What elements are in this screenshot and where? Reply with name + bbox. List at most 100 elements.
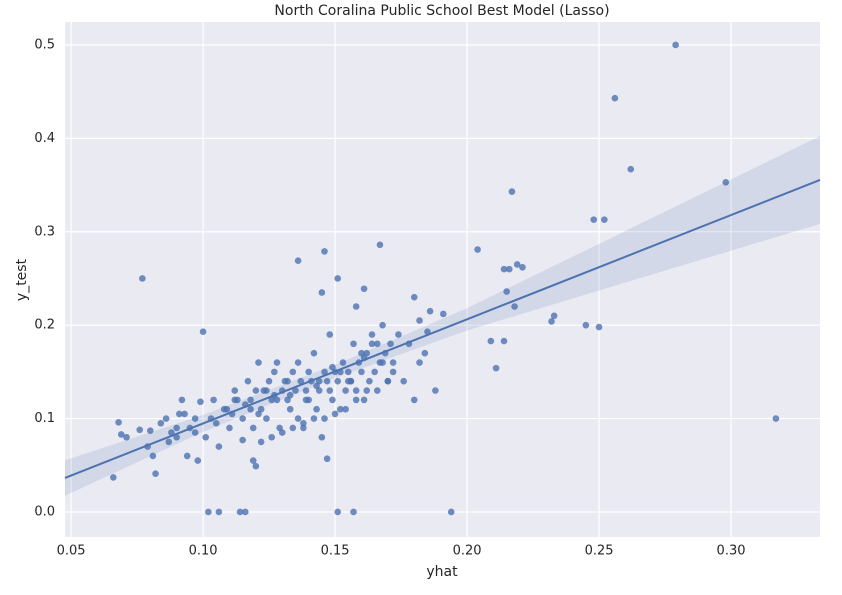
point	[772, 415, 780, 422]
confidence-band	[65, 136, 820, 496]
point	[519, 263, 526, 271]
point	[474, 246, 481, 253]
point	[350, 340, 357, 348]
point	[344, 377, 352, 385]
point	[252, 387, 260, 394]
y-tick-label: 0.4	[34, 131, 55, 146]
point	[366, 377, 373, 385]
x-tick-label: 0.15	[321, 544, 350, 559]
point	[595, 323, 603, 331]
point	[226, 424, 233, 432]
point	[550, 312, 558, 320]
point	[265, 377, 273, 385]
point	[447, 508, 455, 516]
point	[339, 359, 347, 366]
point	[300, 419, 307, 427]
point	[152, 470, 159, 477]
point	[294, 257, 302, 265]
point	[173, 433, 180, 441]
point	[318, 433, 326, 441]
point	[416, 359, 423, 366]
point	[202, 433, 210, 441]
y-tick-label: 0.3	[34, 224, 55, 239]
point	[136, 426, 144, 434]
point	[410, 396, 418, 404]
y-tick-label: 0.5	[34, 37, 55, 52]
point	[271, 368, 278, 376]
point	[305, 368, 312, 376]
y-tick-label: 0.0	[34, 504, 55, 519]
point	[342, 405, 349, 413]
point	[294, 359, 302, 366]
point	[181, 410, 188, 418]
point	[326, 387, 334, 394]
point	[334, 275, 341, 282]
point	[294, 415, 302, 422]
point	[352, 396, 360, 404]
point	[352, 303, 360, 310]
point	[321, 415, 328, 422]
point	[323, 455, 331, 463]
point	[505, 265, 513, 273]
point	[500, 337, 508, 345]
point	[231, 396, 239, 404]
x-axis-label: yhat	[426, 564, 458, 580]
point	[239, 415, 246, 422]
point	[323, 377, 331, 385]
point	[373, 387, 381, 394]
point	[239, 436, 246, 444]
point	[255, 359, 262, 366]
point	[117, 431, 125, 438]
point	[123, 433, 130, 441]
point	[511, 303, 518, 310]
x-tick-label: 0.25	[585, 544, 614, 559]
point	[199, 328, 207, 336]
x-tick-label: 0.30	[717, 544, 746, 559]
point	[263, 415, 270, 422]
point	[194, 457, 202, 464]
point	[255, 410, 262, 418]
point	[242, 508, 249, 516]
point	[376, 241, 384, 249]
point	[197, 398, 204, 406]
point	[313, 382, 320, 390]
point	[278, 429, 286, 436]
point	[326, 331, 334, 338]
point	[157, 419, 165, 427]
point	[284, 377, 291, 385]
point	[212, 419, 220, 427]
point	[191, 429, 199, 436]
point	[358, 368, 365, 376]
point	[289, 368, 297, 376]
point	[249, 424, 257, 432]
regression-line	[64, 179, 821, 479]
point	[508, 188, 516, 195]
point	[223, 405, 231, 413]
point	[360, 396, 368, 404]
point	[321, 248, 328, 255]
chart-title: North Coralina Public School Best Model …	[274, 3, 609, 19]
point	[395, 331, 402, 338]
point	[389, 359, 397, 366]
point	[247, 396, 254, 404]
point	[384, 377, 392, 385]
point	[627, 165, 635, 173]
point	[236, 508, 244, 516]
point	[387, 340, 394, 348]
point	[247, 405, 254, 413]
point	[289, 424, 297, 432]
point	[310, 349, 318, 357]
point	[329, 363, 336, 371]
point	[503, 288, 510, 295]
point	[672, 41, 679, 49]
point	[273, 359, 281, 366]
point	[439, 310, 447, 318]
y-tick-label: 0.2	[34, 318, 55, 333]
point	[257, 438, 265, 446]
point	[548, 318, 555, 325]
point	[173, 424, 180, 432]
point	[305, 396, 312, 404]
point	[139, 275, 146, 282]
point	[368, 331, 376, 338]
